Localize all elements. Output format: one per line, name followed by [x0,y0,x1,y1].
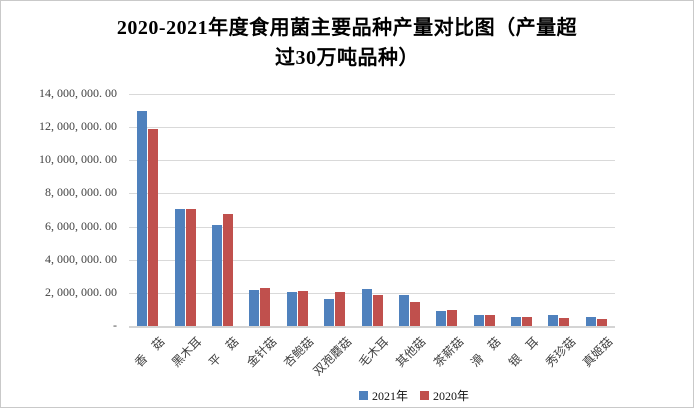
bar-2020-3 [222,214,233,326]
bar-2020-7 [372,295,383,326]
legend-item-2020: 2020年 [420,387,469,404]
y-tick-label: 14, 000, 000. 00 [39,86,117,100]
x-category-label: 茶薪菇 [430,334,467,370]
bar-2021-4 [249,290,260,326]
y-tick-label: 6, 000, 000. 00 [45,218,117,233]
x-axis-line [129,326,615,328]
x-category-label: 真姬菇 [580,334,616,370]
legend-label: 2020年 [433,389,470,403]
x-category-label: 平 菇 [206,334,242,370]
gridline [129,160,615,162]
bar-2021-8 [398,295,409,326]
y-tick-label: - [113,318,117,332]
legend-item-2021: 2021年 [359,387,408,404]
bar-2020-10 [484,315,495,326]
legend-label: 2021年 [372,389,409,403]
bar-2021-12 [548,315,559,326]
bar-2021-5 [286,292,297,326]
x-category-label: 金针菇 [243,334,280,370]
y-tick-label: 4, 000, 000. 00 [45,251,117,266]
bar-2021-1 [137,111,148,326]
bar-2020-1 [148,129,159,326]
bar-2021-10 [473,315,484,326]
gridline [129,226,615,228]
bar-2021-11 [511,317,522,326]
x-category-label: 香 菇 [131,334,168,370]
x-category-label: 双孢蘑菇 [310,334,354,379]
bar-2021-2 [174,209,185,326]
y-tick-label: 8, 000, 000. 00 [45,185,117,200]
bar-2020-8 [409,302,420,326]
x-category-label: 滑 菇 [468,334,504,370]
bar-2020-13 [596,319,607,326]
bar-2021-6 [324,299,335,326]
bar-2020-6 [335,292,346,326]
x-category-label: 毛木耳 [355,334,392,370]
bar-2020-2 [185,209,196,326]
bar-2021-9 [436,311,447,326]
bar-2021-13 [585,317,596,326]
chart-title-line1: 2020-2021年度食用菌主要品种产量对比图（产量超 [116,17,578,39]
gridline [129,193,615,195]
gridline [129,127,615,129]
gridline [129,94,615,95]
bar-2020-12 [559,318,570,326]
gridline [129,259,615,261]
gridline [129,292,615,294]
chart-title-line2: 过30万吨品种） [275,47,419,69]
legend-swatch-icon [359,391,368,400]
x-category-label: 秀珍菇 [542,334,579,370]
bar-2020-5 [297,291,308,326]
plot-area [129,94,615,328]
x-category-label: 其他菇 [393,334,429,370]
bar-2021-7 [361,289,372,326]
y-tick-label: 12, 000, 000. 00 [39,119,117,134]
y-tick-label: 10, 000, 000. 00 [39,152,117,167]
y-tick-label: 2, 000, 000. 00 [45,284,117,299]
legend: 2021年 2020年 [359,387,469,404]
bar-2021-3 [211,225,222,326]
legend-swatch-icon [420,391,430,400]
x-category-label: 银 耳 [505,334,541,370]
bar-2020-4 [260,288,271,326]
chart-title: 2020-2021年度食用菌主要品种产量对比图（产量超 过30万吨品种） [1,13,693,73]
x-category-label: 黑木耳 [169,334,205,370]
bar-2020-9 [447,310,458,326]
bar-2020-11 [522,317,533,326]
